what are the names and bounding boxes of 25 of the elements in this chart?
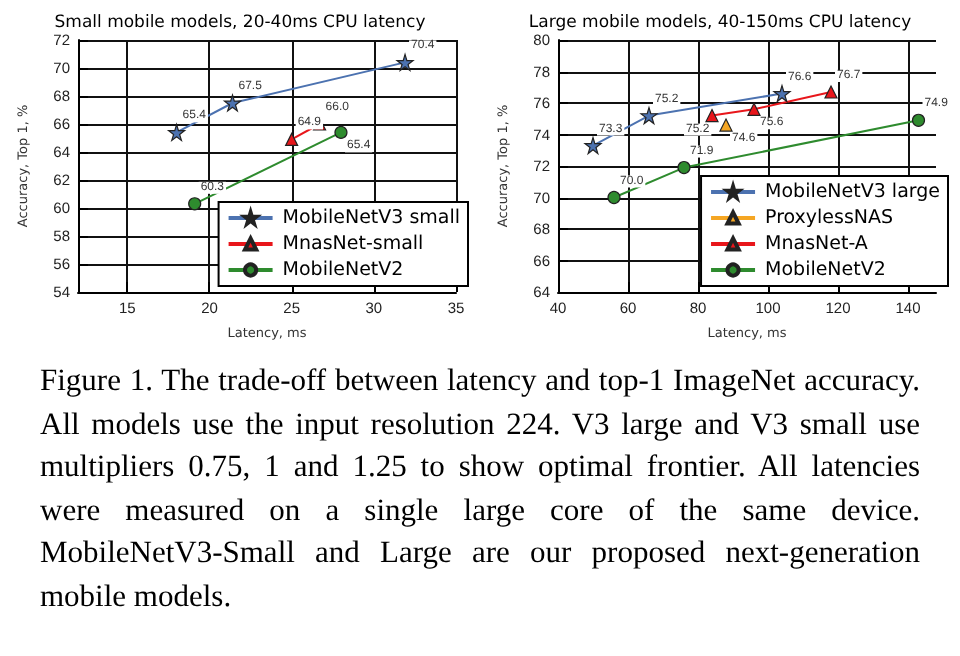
- legend-label: MnasNet-A: [765, 233, 869, 255]
- point: [773, 84, 791, 103]
- legend-label: MobileNetV2: [765, 259, 886, 281]
- point: [677, 160, 691, 175]
- point: [584, 136, 602, 155]
- point: [188, 197, 202, 211]
- point: [747, 102, 761, 116]
- point: [223, 94, 242, 112]
- point: [168, 123, 186, 141]
- caption: Figure 1. The trade-off between latency and top-1 ImageNet accuracy. All models use the input resolution 224. V3 large and V3 small use multipliers 0.75, 1 and 1.25 to show optimal frontier. All latencies were measured on a single large core of the same device. MobileNetV3-Small and Large are our proposed next-generation mobile models.: [40, 362, 920, 617]
- legend-label: MnasNet-small: [282, 233, 424, 255]
- chart-title: Small mobile models, 20-40ms CPU latency: [54, 13, 426, 33]
- point: [705, 109, 719, 123]
- legend-label: MobileNetV3 small: [282, 207, 461, 229]
- point: [607, 190, 621, 205]
- legend-label: ProxylessNAS: [765, 207, 894, 229]
- legend-label: MobileNetV2: [282, 259, 404, 281]
- point: [911, 113, 926, 127]
- point: [334, 125, 348, 139]
- point: [396, 53, 414, 71]
- point: [719, 118, 733, 132]
- chart-title: Large mobile models, 40-150ms CPU latency: [528, 13, 912, 33]
- point: [640, 107, 658, 125]
- point: [824, 85, 838, 99]
- legend-label: MobileNetV3 large: [765, 181, 941, 203]
